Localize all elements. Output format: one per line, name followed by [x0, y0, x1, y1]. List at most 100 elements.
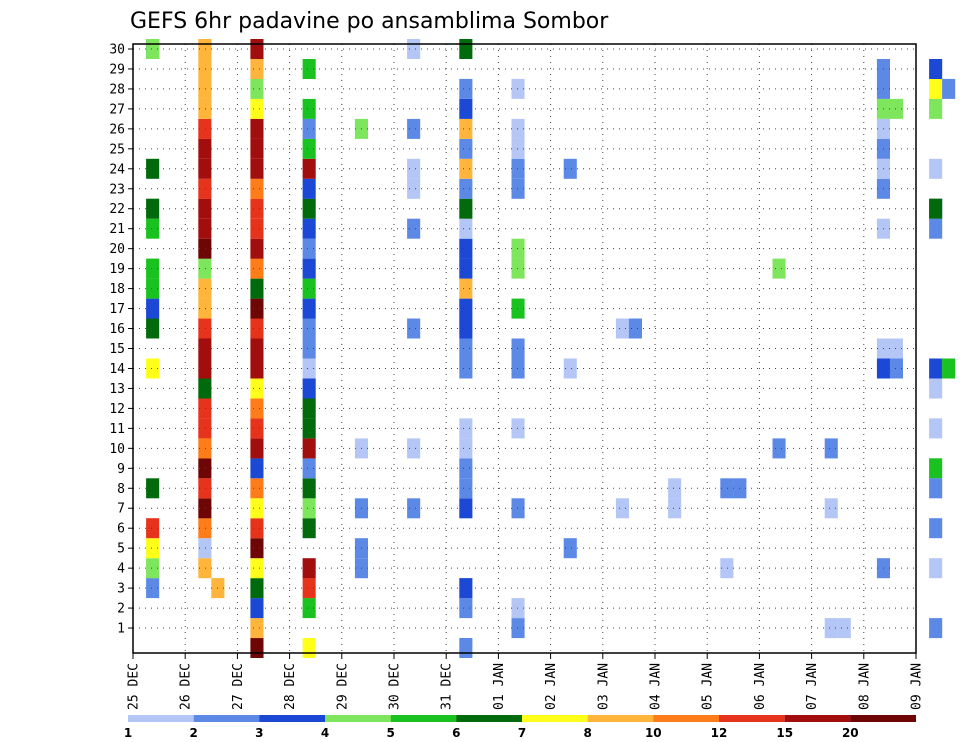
heatmap-cell: [250, 278, 264, 299]
heatmap-cell: [302, 318, 316, 339]
heatmap-cell: [942, 78, 956, 99]
heatmap-cell: [511, 358, 525, 379]
colorbar-label: 2: [190, 726, 198, 740]
heatmap-cell: [889, 358, 903, 379]
heatmap-cell: [198, 258, 212, 279]
heatmap-cell: [302, 598, 316, 619]
heatmap-cell: [146, 218, 160, 239]
heatmap-cell: [250, 338, 264, 359]
colorbar-swatch: [128, 715, 194, 722]
heatmap-cell: [302, 278, 316, 299]
heatmap-cell: [302, 338, 316, 359]
heatmap-cell: [302, 458, 316, 479]
heatmap-cell: [929, 478, 943, 499]
heatmap-cell: [250, 238, 264, 259]
heatmap-cell: [146, 578, 160, 599]
heatmap-cell: [302, 198, 316, 219]
heatmap-cell: [772, 438, 786, 459]
heatmap-cell: [302, 298, 316, 319]
colorbar-label: 15: [776, 726, 793, 740]
heatmap-cell: [668, 498, 682, 519]
heatmap-cell: [198, 358, 212, 379]
heatmap-cell: [942, 358, 956, 379]
heatmap-cell: [929, 378, 943, 399]
heatmap-cell: [302, 158, 316, 179]
heatmap-cell: [929, 618, 943, 639]
colorbar-swatch: [587, 715, 654, 722]
x-tick-label: 25 DEC: [127, 663, 142, 710]
heatmap-cell: [302, 518, 316, 539]
heatmap-cell: [459, 318, 473, 339]
heatmap-cell: [250, 358, 264, 379]
heatmap-cell: [302, 638, 316, 658]
heatmap-cell: [250, 59, 264, 79]
heatmap-cell: [146, 198, 160, 219]
heatmap-cell: [459, 638, 473, 658]
heatmap-cell: [250, 39, 264, 59]
heatmap-cell: [929, 418, 943, 439]
heatmap-cell: [250, 158, 264, 179]
heatmap-cell: [250, 458, 264, 479]
heatmap-cell: [250, 118, 264, 139]
heatmap-cell: [511, 78, 525, 99]
heatmap-cell: [250, 198, 264, 219]
heatmap-cell: [511, 138, 525, 159]
heatmap-cell: [511, 598, 525, 619]
heatmap-cell: [198, 138, 212, 159]
y-tick-label: 1: [117, 622, 125, 637]
heatmap-cell: [407, 218, 421, 239]
colorbar-label: 4: [321, 726, 329, 740]
x-tick-label: 30 DEC: [388, 663, 403, 710]
heatmap-cell: [250, 78, 264, 99]
heatmap-cell: [302, 98, 316, 119]
heatmap-cell: [511, 238, 525, 259]
heatmap-cell: [720, 558, 734, 579]
heatmap-cell: [929, 98, 943, 119]
heatmap-cell: [407, 118, 421, 139]
x-tick-label: 31 DEC: [440, 663, 455, 710]
y-tick-label: 16: [109, 322, 125, 337]
heatmap-cell: [146, 158, 160, 179]
heatmap-cell: [250, 258, 264, 279]
heatmap-cell: [198, 298, 212, 319]
heatmap-cell: [302, 438, 316, 459]
heatmap-cell: [929, 158, 943, 179]
colorbar-swatch: [193, 715, 260, 722]
heatmap-cell: [302, 138, 316, 159]
heatmap-cell: [198, 178, 212, 199]
x-tick-label: 01 JAN: [492, 663, 507, 710]
colorbar-swatch: [259, 715, 325, 722]
heatmap-cell: [198, 218, 212, 239]
colorbar-swatch: [784, 715, 851, 722]
heatmap-cell: [146, 358, 160, 379]
heatmap-cell: [615, 498, 629, 519]
heatmap-cell: [929, 558, 943, 579]
heatmap-cell: [929, 358, 943, 379]
heatmap-cell: [459, 198, 473, 219]
heatmap-cell: [511, 498, 525, 519]
heatmap-cell: [459, 298, 473, 319]
chart-title: GEFS 6hr padavine po ansamblima Sombor: [130, 9, 609, 34]
heatmap-cell: [198, 398, 212, 419]
heatmap-cell: [889, 338, 903, 359]
heatmap-cell: [250, 638, 264, 658]
heatmap-cell: [250, 538, 264, 559]
y-tick-label: 3: [117, 582, 125, 597]
heatmap-cell: [511, 618, 525, 639]
heatmap-cell: [459, 118, 473, 139]
heatmap-cell: [250, 558, 264, 579]
heatmap-cell: [302, 178, 316, 199]
heatmap-cell: [929, 458, 943, 479]
y-tick-label: 17: [109, 302, 125, 317]
y-tick-label: 2: [117, 602, 125, 617]
heatmap-cell: [302, 558, 316, 579]
heatmap-cell: [146, 538, 160, 559]
heatmap-cell: [250, 178, 264, 199]
heatmap-cell: [250, 498, 264, 519]
heatmap-cell: [250, 378, 264, 399]
y-tick-label: 25: [109, 142, 125, 157]
heatmap-cell: [198, 478, 212, 499]
heatmap-cell: [929, 518, 943, 539]
heatmap-cell: [824, 498, 838, 519]
heatmap-cell: [929, 78, 943, 99]
